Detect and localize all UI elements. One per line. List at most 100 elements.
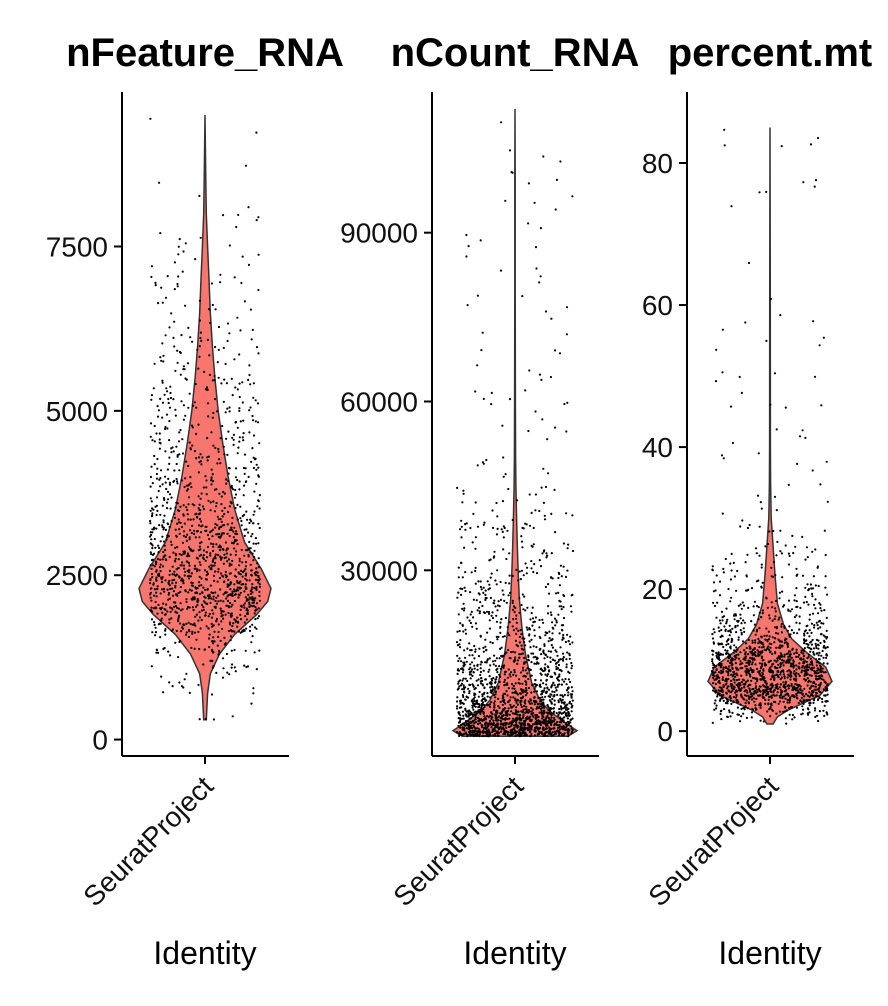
- cell-point: [522, 719, 526, 723]
- cell-point: [506, 694, 509, 697]
- cell-point: [210, 468, 213, 471]
- cell-point: [802, 701, 805, 704]
- cell-point: [476, 609, 479, 612]
- cell-point: [525, 686, 528, 690]
- cell-point: [502, 456, 505, 459]
- cell-point: [484, 661, 487, 664]
- cell-point: [735, 679, 739, 682]
- cell-point: [750, 668, 753, 672]
- cell-point: [732, 685, 735, 688]
- cell-point: [811, 638, 814, 642]
- cell-point: [150, 543, 153, 546]
- cell-point: [784, 544, 787, 547]
- cell-point: [754, 685, 758, 688]
- cell-point: [518, 597, 521, 600]
- cell-point: [217, 325, 221, 329]
- cell-point: [729, 661, 732, 665]
- cell-point: [559, 731, 562, 734]
- cell-point: [477, 655, 481, 658]
- cell-point: [721, 676, 725, 679]
- cell-point: [725, 607, 728, 610]
- cell-point: [235, 539, 238, 542]
- cell-point: [496, 604, 499, 607]
- cell-point: [538, 721, 541, 724]
- cell-point: [490, 677, 493, 681]
- cell-point: [766, 639, 769, 642]
- cell-point: [798, 622, 801, 625]
- cell-point: [767, 630, 770, 633]
- cell-point: [571, 664, 574, 667]
- cell-point: [492, 688, 495, 691]
- cell-point: [185, 600, 188, 604]
- cell-point: [245, 618, 248, 621]
- cell-point: [164, 629, 167, 632]
- cell-point: [458, 629, 461, 633]
- cell-point: [729, 715, 732, 718]
- cell-point: [812, 701, 815, 705]
- cell-point: [490, 722, 493, 725]
- cell-point: [168, 618, 171, 621]
- cell-point: [194, 624, 197, 627]
- cell-point: [532, 723, 535, 726]
- cell-point: [195, 406, 198, 409]
- cell-point: [195, 638, 198, 641]
- cell-point: [228, 406, 231, 409]
- cell-point: [754, 663, 757, 666]
- cell-point: [531, 708, 535, 711]
- cell-point: [188, 392, 191, 395]
- cell-point: [479, 663, 482, 666]
- cell-point: [532, 543, 535, 546]
- cell-point: [526, 606, 529, 609]
- cell-point: [465, 727, 468, 730]
- cell-point: [771, 575, 775, 578]
- cell-point: [502, 548, 505, 551]
- cell-point: [194, 586, 197, 590]
- cell-point: [233, 358, 236, 361]
- cell-point: [198, 648, 201, 651]
- cell-point: [791, 713, 795, 717]
- cell-point: [501, 589, 504, 592]
- cell-point: [511, 691, 514, 694]
- cell-point: [466, 710, 469, 713]
- cell-point: [459, 528, 462, 531]
- cell-point: [180, 479, 183, 482]
- cell-point: [562, 652, 565, 655]
- cell-point: [819, 641, 822, 645]
- cell-point: [195, 515, 198, 518]
- cell-point: [206, 402, 210, 405]
- cell-point: [241, 515, 244, 518]
- cell-point: [795, 694, 798, 697]
- cell-point: [178, 350, 181, 354]
- cell-point: [532, 526, 535, 530]
- cell-point: [177, 253, 180, 256]
- cell-point: [769, 297, 773, 301]
- cell-point: [495, 501, 498, 505]
- cell-point: [795, 605, 798, 609]
- cell-point: [257, 216, 260, 219]
- cell-point: [564, 677, 567, 681]
- cell-point: [251, 635, 254, 638]
- cell-point: [174, 584, 177, 587]
- cell-point: [245, 528, 248, 531]
- cell-point: [527, 700, 530, 703]
- cell-point: [180, 579, 183, 582]
- cell-point: [495, 676, 498, 679]
- cell-point: [571, 514, 574, 517]
- cell-point: [565, 683, 568, 686]
- cell-point: [174, 369, 177, 372]
- cell-point: [560, 712, 563, 715]
- cell-point: [556, 654, 559, 657]
- cell-point: [788, 697, 792, 700]
- cell-point: [239, 613, 242, 617]
- cell-point: [220, 503, 223, 506]
- cell-point: [503, 526, 506, 530]
- cell-point: [169, 606, 172, 609]
- cell-point: [210, 597, 213, 600]
- cell-point: [505, 726, 508, 730]
- cell-point: [764, 698, 767, 702]
- cell-point: [187, 546, 190, 549]
- cell-point: [742, 698, 745, 701]
- cell-point: [243, 534, 246, 538]
- cell-point: [487, 735, 490, 738]
- cell-point: [241, 401, 244, 404]
